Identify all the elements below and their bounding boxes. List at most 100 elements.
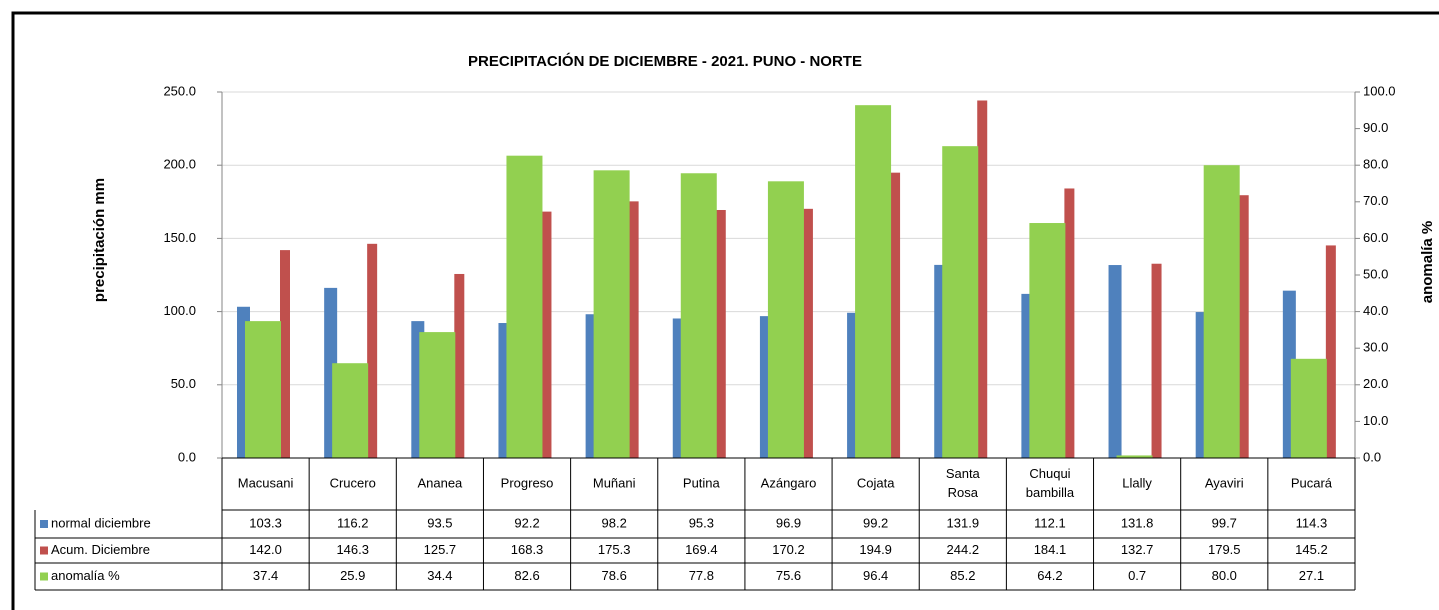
y2-tick-label: 50.0 (1363, 266, 1388, 281)
table-value: 116.2 (337, 515, 369, 530)
bar (506, 155, 543, 458)
table-value: 96.9 (776, 515, 801, 530)
bar (1064, 188, 1075, 458)
bar (1108, 265, 1122, 458)
y-tick-label: 0.0 (178, 449, 196, 464)
category-label: Macusani (238, 475, 294, 490)
y-tick-label: 200.0 (163, 157, 196, 172)
category-label: Progreso (501, 475, 554, 490)
legend-label: anomalía % (51, 568, 120, 583)
y2-axis-title: anomalía % (1419, 221, 1436, 304)
table-value: 77.8 (689, 568, 714, 583)
table-value: 142.0 (249, 542, 282, 557)
legend-swatch (40, 520, 48, 528)
bar (802, 208, 813, 458)
category-label: Azángaro (761, 475, 817, 490)
table-value: 146.3 (336, 542, 369, 557)
bar (1325, 245, 1336, 458)
table-value: 103.3 (249, 515, 282, 530)
table-value: 179.5 (1208, 542, 1241, 557)
bar (942, 146, 979, 458)
table-value: 37.4 (253, 568, 278, 583)
table-value: 131.9 (947, 515, 980, 530)
bar (280, 250, 290, 458)
table-value: 114.3 (1296, 515, 1328, 530)
category-label: Ananea (417, 475, 463, 490)
table-value: 131.8 (1121, 515, 1154, 530)
y-tick-label: 250.0 (163, 83, 196, 98)
y2-tick-label: 0.0 (1363, 449, 1381, 464)
table-value: 27.1 (1299, 568, 1324, 583)
table-value: 80.0 (1212, 568, 1237, 583)
bar (245, 321, 281, 458)
table-value: 244.2 (947, 542, 980, 557)
y2-tick-label: 30.0 (1363, 340, 1388, 355)
bar (1029, 223, 1066, 458)
bar (680, 173, 717, 458)
table-value: 75.6 (776, 568, 801, 583)
category-label: Putina (683, 475, 721, 490)
chart-title: PRECIPITACIÓN DE DICIEMBRE - 2021. PUNO … (468, 52, 862, 70)
category-label: Crucero (330, 475, 376, 490)
table-value: 92.2 (514, 515, 539, 530)
category-label: Muñani (593, 475, 636, 490)
y2-tick-label: 20.0 (1363, 376, 1388, 391)
bar (715, 209, 726, 458)
category-label: Ayaviri (1205, 475, 1244, 490)
table-value: 99.7 (1212, 515, 1237, 530)
table-value: 96.4 (863, 568, 888, 583)
legend-swatch (40, 572, 48, 581)
table-value: 132.7 (1121, 542, 1154, 557)
y2-tick-label: 80.0 (1363, 157, 1388, 172)
y-axis-title: precipitación mm (91, 178, 108, 302)
table-value: 145.2 (1295, 542, 1328, 557)
y-tick-label: 100.0 (163, 303, 196, 318)
table-value: 82.6 (514, 568, 539, 583)
bar (628, 201, 639, 459)
table-value: 85.2 (950, 568, 975, 583)
legend-label: Acum. Diciembre (51, 542, 150, 557)
bar (593, 170, 630, 458)
table-value: 175.3 (598, 542, 631, 557)
bar (1290, 358, 1327, 458)
legend-label: normal diciembre (51, 515, 151, 530)
table-value: 93.5 (427, 515, 452, 530)
y2-tick-label: 90.0 (1363, 120, 1388, 135)
category-label: Llally (1122, 475, 1152, 490)
table-value: 169.4 (685, 542, 718, 557)
y-tick-label: 150.0 (163, 230, 196, 245)
table-value: 25.9 (340, 568, 365, 583)
bar (541, 211, 552, 458)
bar (367, 243, 378, 458)
bar (454, 273, 465, 458)
y2-tick-label: 10.0 (1363, 413, 1388, 428)
table-value: 194.9 (859, 542, 892, 557)
bar (855, 105, 892, 459)
bar (419, 332, 456, 458)
y2-tick-label: 100.0 (1363, 83, 1396, 98)
bar (1151, 263, 1162, 458)
table-value: 95.3 (689, 515, 714, 530)
bar (1238, 195, 1249, 458)
table-value: 99.2 (863, 515, 888, 530)
bar (1203, 165, 1240, 458)
table-value: 64.2 (1037, 568, 1062, 583)
bar (332, 363, 369, 458)
table-value: 0.7 (1128, 568, 1146, 583)
table-value: 184.1 (1034, 542, 1067, 557)
bar (890, 172, 901, 459)
table-value: 34.4 (427, 568, 452, 583)
y2-tick-label: 60.0 (1363, 230, 1388, 245)
y-tick-label: 50.0 (171, 376, 196, 391)
category-label: Santa Rosa (946, 466, 981, 500)
bar (1116, 455, 1153, 458)
legend-swatch (40, 546, 48, 555)
y2-tick-label: 40.0 (1363, 303, 1388, 318)
bar (767, 181, 804, 458)
table-value: 112.1 (1034, 515, 1066, 530)
category-label: Chuqui bambilla (1026, 466, 1075, 500)
bar (977, 100, 988, 458)
category-label: Cojata (857, 475, 895, 490)
table-value: 98.2 (602, 515, 627, 530)
